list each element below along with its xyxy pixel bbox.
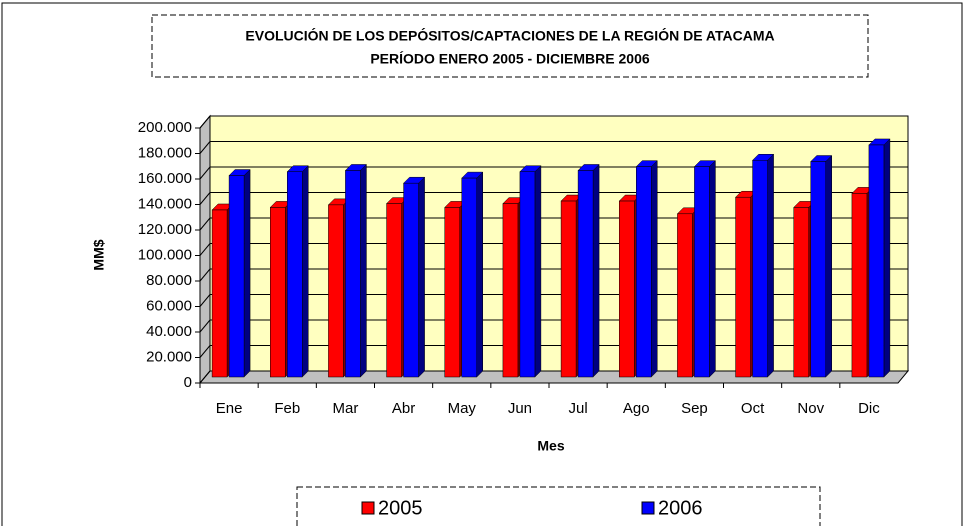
- y-tick-label: 200.000: [138, 119, 192, 136]
- y-tick-label: 140.000: [138, 195, 192, 212]
- y-tick-label: 160.000: [138, 170, 192, 187]
- bar-front: [810, 161, 826, 378]
- x-axis-label: Mes: [537, 438, 564, 454]
- x-tick-label: Oct: [741, 400, 765, 417]
- bar: [344, 163, 368, 378]
- x-tick-label: Jun: [508, 400, 532, 417]
- bar-front: [636, 166, 652, 378]
- bar-side: [651, 160, 658, 378]
- bar: [461, 171, 484, 378]
- y-axis-label: MM$: [91, 239, 107, 270]
- bar: [751, 153, 775, 378]
- title-box: [151, 14, 869, 78]
- y-tick-label: 60.000: [146, 297, 192, 314]
- x-tick-label: Abr: [392, 400, 415, 417]
- bar: [693, 160, 717, 378]
- bar-front: [560, 200, 577, 378]
- bar-front: [328, 204, 344, 378]
- legend-swatch: [361, 501, 375, 515]
- bar-side: [243, 168, 251, 378]
- y-tick-label: 100.000: [138, 246, 192, 263]
- x-tick-label: Dic: [858, 400, 880, 417]
- bar-side: [302, 165, 309, 378]
- bar-front: [444, 207, 460, 378]
- grid-line: [199, 345, 211, 358]
- grid-line: [199, 115, 211, 129]
- y-tick-label: 80.000: [146, 272, 192, 289]
- bar-front: [752, 160, 768, 378]
- chart-subtitle: PERÍODO ENERO 2005 - DICIEMBRE 2006: [370, 51, 650, 67]
- bar: [810, 154, 833, 378]
- y-tick-label: 120.000: [138, 221, 192, 238]
- bar-front: [403, 182, 419, 378]
- grid-line: [199, 217, 211, 231]
- x-tick-label: Ene: [216, 400, 243, 417]
- bar: [228, 168, 251, 378]
- bar: [635, 160, 658, 378]
- bar-side: [360, 163, 367, 378]
- bar-front: [694, 166, 710, 378]
- grid-line: [199, 166, 211, 180]
- bar: [868, 138, 891, 378]
- y-tick-label: 0: [184, 374, 192, 391]
- bar: [286, 165, 309, 378]
- bar-side: [883, 138, 891, 378]
- bar-side: [709, 160, 716, 378]
- bar-side: [592, 163, 600, 378]
- grid-line: [199, 319, 211, 333]
- grid-line: [199, 243, 211, 256]
- x-tick-label: Nov: [797, 400, 824, 417]
- grid-line: [199, 192, 211, 205]
- bar-front: [577, 170, 594, 378]
- bar-front: [270, 207, 286, 378]
- bar: [402, 176, 426, 378]
- chart-title: EVOLUCIÓN DE LOS DEPÓSITOS/CAPTACIONES D…: [245, 27, 774, 44]
- bar-front: [793, 207, 809, 378]
- x-tick-label: Mar: [332, 400, 358, 417]
- bar: [519, 165, 542, 378]
- y-tick-label: 180.000: [138, 144, 192, 161]
- bar-front: [211, 209, 228, 378]
- bar-front: [345, 170, 361, 378]
- grid-line: [199, 268, 211, 282]
- grid-line: [199, 294, 211, 307]
- bar-front: [386, 203, 402, 378]
- bar-side: [418, 176, 425, 378]
- x-tick-label: Jul: [568, 400, 587, 417]
- bar-side: [767, 153, 774, 378]
- x-tick-label: Ago: [623, 400, 650, 417]
- y-tick-label: 40.000: [146, 323, 192, 340]
- bar: [577, 163, 600, 378]
- bar-front: [619, 200, 635, 378]
- bar-front: [287, 171, 303, 378]
- bar-front: [502, 203, 519, 378]
- bar-front: [851, 193, 868, 378]
- grid-line: [199, 370, 211, 384]
- grid-line: [199, 141, 211, 154]
- bar-front: [461, 177, 477, 378]
- y-tick-label: 20.000: [146, 348, 192, 365]
- legend-box: [296, 486, 821, 526]
- x-tick-label: Sep: [681, 400, 708, 417]
- bar-front: [519, 171, 536, 378]
- bar-side: [825, 154, 832, 378]
- legend-label: 2005: [378, 497, 423, 519]
- bar-side: [476, 171, 483, 378]
- bar-front: [677, 213, 693, 378]
- legend-swatch: [641, 501, 655, 515]
- bar-front: [868, 144, 885, 378]
- legend-label: 2006: [658, 497, 703, 519]
- x-tick-label: Feb: [274, 400, 300, 417]
- bar-front: [735, 196, 751, 378]
- bar-side: [534, 165, 542, 378]
- x-tick-label: May: [448, 400, 477, 417]
- bar-front: [228, 175, 245, 378]
